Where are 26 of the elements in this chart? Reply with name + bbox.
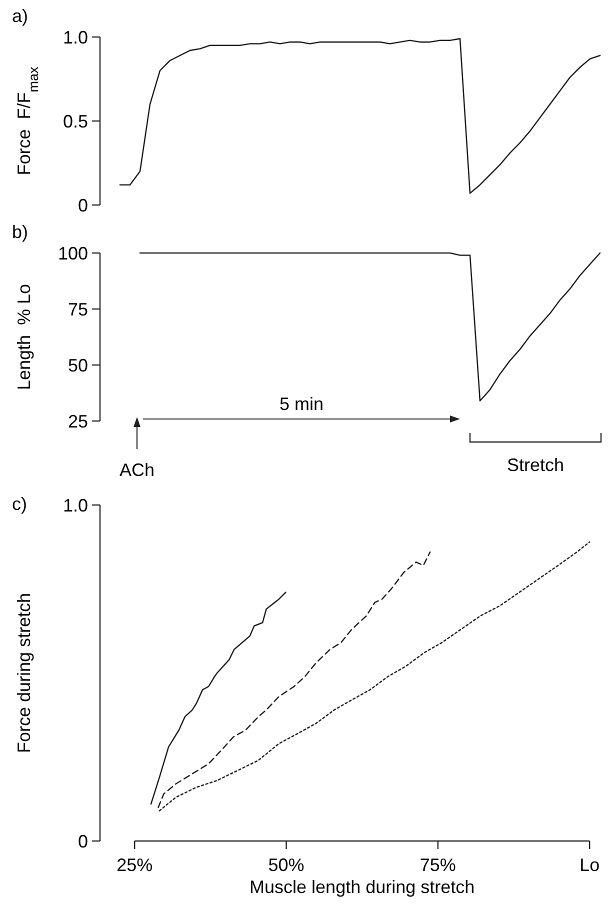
x-tick-label: 50% [268, 855, 304, 875]
x-tick-label: 25% [116, 855, 153, 875]
y-tick-label: 100 [58, 243, 88, 264]
y-tick-label: 1.0 [62, 27, 88, 48]
chart-title: b) [12, 222, 28, 242]
x-tick-label: Lo [580, 855, 600, 875]
line-series [158, 541, 590, 812]
y-tick-label: 25 [68, 411, 88, 432]
line-series [158, 551, 431, 808]
y-tick-label: 0 [78, 831, 88, 852]
chart-title: a) [12, 6, 28, 26]
y-tick-label: 0 [78, 195, 88, 216]
x-tick-label: 75% [420, 855, 456, 875]
y-tick-label: 75 [68, 299, 88, 320]
line-series [119, 38, 601, 194]
annotation: 5 min [279, 394, 324, 414]
text: ACh [119, 460, 155, 480]
text: Stretch [506, 455, 564, 475]
y-tick-label: 1.0 [62, 495, 88, 516]
chart-title: c) [12, 494, 27, 514]
y-axis-title: Force during stretch [14, 592, 34, 754]
y-tick-label: 50 [68, 355, 88, 376]
line-series [150, 592, 286, 805]
y-axis-title: Length % Lo [14, 284, 34, 390]
x-axis-title: Muscle length during stretch [250, 877, 475, 897]
y-tick-label: 0.5 [62, 111, 88, 132]
